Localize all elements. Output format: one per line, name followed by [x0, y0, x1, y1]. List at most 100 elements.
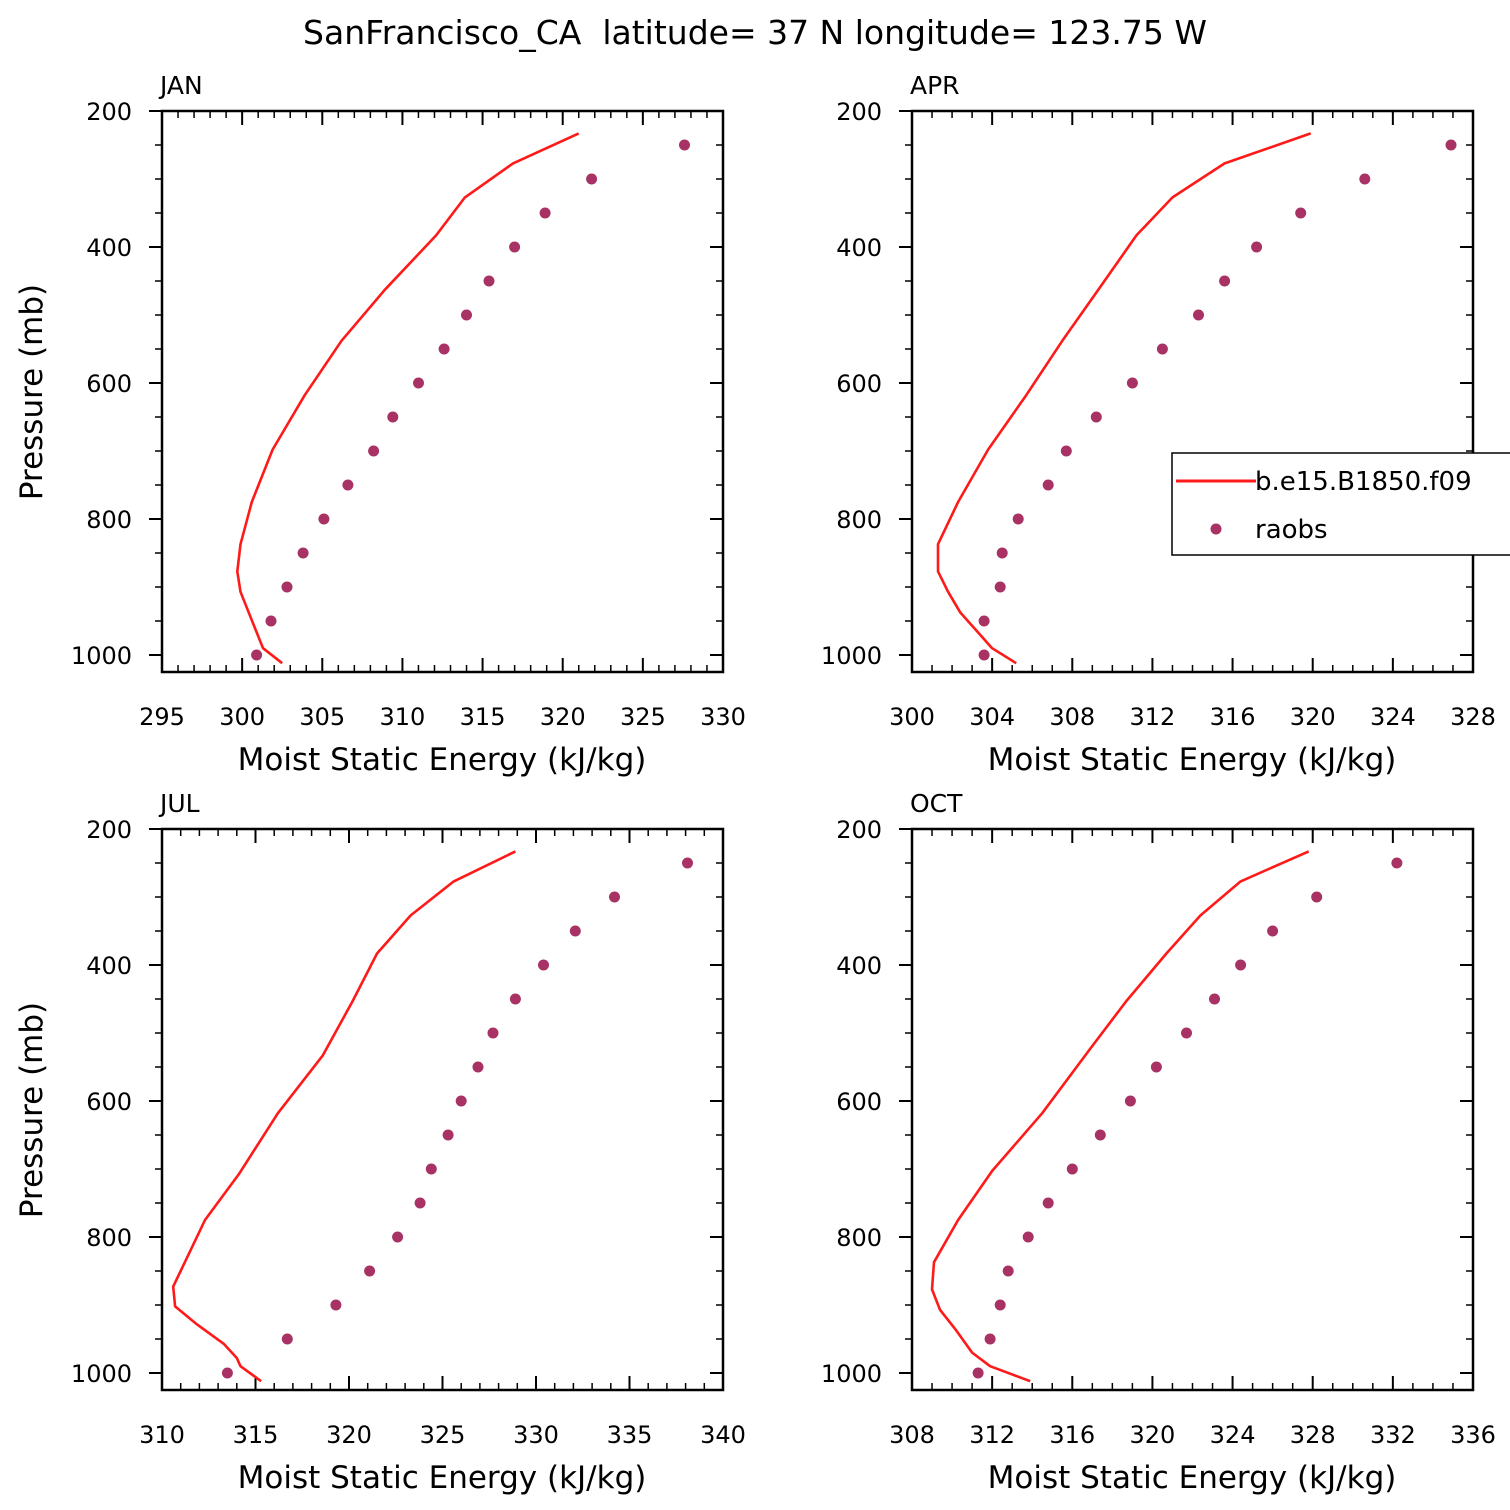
- series-line-model: [936, 132, 1312, 665]
- obs-point: [1002, 1265, 1014, 1277]
- x-tick-label: 310: [380, 703, 426, 731]
- panel-oct: OCT Moist Static Energy (kJ/kg) 308 312 31…: [821, 789, 1496, 1496]
- y-tick-label: 1000: [821, 642, 882, 670]
- obs-point: [1060, 445, 1072, 457]
- panel-jul: JUL Moist Static Energy (kJ/kg) Pressure…: [14, 789, 746, 1496]
- panel-label: APR: [910, 71, 960, 100]
- x-tick-label: 312: [1130, 703, 1176, 731]
- series-line-model: [930, 850, 1310, 1383]
- y-tick-label: 1000: [71, 1360, 132, 1388]
- obs-point: [442, 1129, 454, 1141]
- panel-label: OCT: [910, 789, 963, 818]
- obs-point: [455, 1095, 467, 1107]
- y-tick-label: 200: [86, 98, 132, 126]
- x-axis-title: Moist Static Energy (kJ/kg): [238, 1460, 647, 1496]
- x-tick-label: 332: [1370, 1421, 1416, 1449]
- obs-point: [1181, 1027, 1192, 1039]
- obs-point: [1066, 1163, 1078, 1175]
- obs-point: [996, 547, 1008, 559]
- y-tick-label: 1000: [71, 642, 132, 670]
- obs-point: [413, 377, 424, 389]
- legend: b.e15.B1850.f09 raobs: [1171, 452, 1510, 556]
- x-tick-label: 340: [700, 1421, 746, 1449]
- obs-point: [1311, 891, 1323, 903]
- y-tick-label: 400: [86, 952, 132, 980]
- obs-point: [984, 1333, 996, 1345]
- x-tick-label: 336: [1450, 1421, 1496, 1449]
- obs-point: [281, 581, 293, 593]
- panel-apr: APR Moist Static Energy (kJ/kg) 300 304 30…: [821, 71, 1496, 778]
- legend-marker-swatch: [1210, 523, 1222, 535]
- obs-point: [330, 1299, 342, 1311]
- obs-point: [487, 1027, 499, 1039]
- x-tick-label: 310: [139, 1421, 185, 1449]
- y-tick-label: 800: [86, 506, 132, 534]
- obs-point: [281, 1333, 293, 1345]
- x-tick-label: 295: [139, 703, 185, 731]
- obs-point: [1042, 479, 1054, 491]
- obs-point: [509, 993, 521, 1005]
- x-tick-label: 324: [1210, 1421, 1256, 1449]
- x-tick-label: 320: [1130, 1421, 1176, 1449]
- obs-point: [414, 1197, 426, 1209]
- obs-point: [682, 857, 693, 869]
- x-tick-label: 320: [1290, 703, 1336, 731]
- x-axis-title: Moist Static Energy (kJ/kg): [988, 1460, 1397, 1496]
- plot-frame: [160, 109, 725, 674]
- x-tick-label: 304: [969, 703, 1015, 731]
- obs-point: [1193, 309, 1204, 321]
- y-tick-label: 600: [836, 370, 882, 398]
- obs-point: [569, 925, 581, 937]
- legend-box: [1171, 452, 1510, 556]
- y-tick-label: 400: [86, 234, 132, 262]
- x-tick-label: 300: [889, 703, 935, 731]
- obs-point: [221, 1367, 233, 1379]
- x-tick-label: 316: [1049, 1421, 1095, 1449]
- obs-point: [392, 1231, 404, 1243]
- x-tick-label: 315: [233, 1421, 279, 1449]
- obs-point: [368, 445, 380, 457]
- y-tick-label: 200: [836, 98, 882, 126]
- obs-point: [251, 649, 263, 661]
- obs-point: [1445, 139, 1457, 151]
- obs-point: [1022, 1231, 1034, 1243]
- series-line-model: [236, 132, 580, 665]
- y-tick-label: 800: [86, 1224, 132, 1252]
- x-tick-label: 308: [1049, 703, 1095, 731]
- obs-point: [509, 241, 521, 253]
- obs-point: [483, 275, 495, 287]
- obs-point: [1391, 857, 1403, 869]
- x-tick-label: 300: [219, 703, 265, 731]
- obs-point: [1156, 343, 1168, 355]
- x-axis-title: Moist Static Energy (kJ/kg): [238, 742, 647, 778]
- obs-point: [538, 959, 549, 971]
- obs-point: [342, 479, 354, 491]
- x-tick-label: 308: [889, 1421, 935, 1449]
- x-axis-title: Moist Static Energy (kJ/kg): [988, 742, 1397, 778]
- obs-point: [1150, 1061, 1162, 1073]
- y-tick-label: 800: [836, 1224, 882, 1252]
- y-tick-label: 400: [836, 234, 882, 262]
- obs-point: [1126, 377, 1138, 389]
- obs-point: [1042, 1197, 1054, 1209]
- obs-point: [1209, 993, 1220, 1005]
- legend-obs-label: raobs: [1255, 515, 1328, 545]
- obs-point: [461, 309, 472, 321]
- x-tick-label: 328: [1290, 1421, 1336, 1449]
- obs-point: [425, 1163, 437, 1175]
- obs-point: [586, 173, 598, 185]
- x-tick-label: 330: [513, 1421, 559, 1449]
- obs-point: [1295, 207, 1307, 219]
- obs-point: [1219, 275, 1231, 287]
- y-tick-label: 800: [836, 506, 882, 534]
- obs-point: [297, 547, 309, 559]
- obs-point: [972, 1367, 984, 1379]
- obs-point: [1359, 173, 1371, 185]
- obs-point: [609, 891, 620, 903]
- obs-point: [539, 207, 551, 219]
- obs-point: [387, 411, 399, 423]
- obs-point: [1251, 241, 1263, 253]
- obs-point: [978, 649, 990, 661]
- obs-point: [994, 581, 1006, 593]
